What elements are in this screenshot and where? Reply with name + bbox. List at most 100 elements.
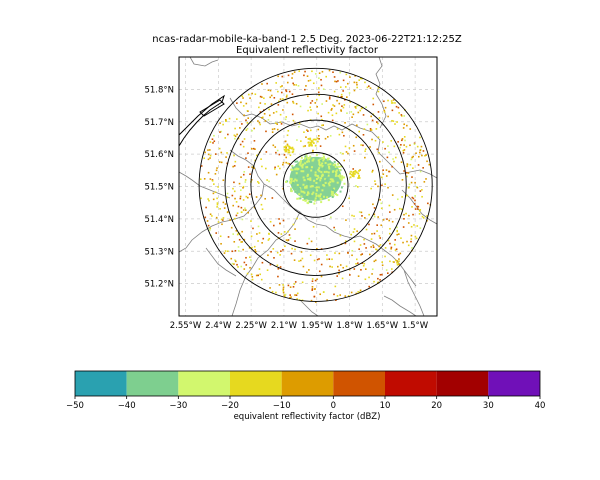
echo-pixel [215, 216, 218, 219]
echo-pixel [402, 241, 404, 244]
echo-pixel [321, 165, 324, 168]
echo-pixel [351, 249, 354, 252]
echo-pixel [354, 169, 357, 172]
echo-pixel [399, 146, 401, 149]
echo-pixel [411, 206, 413, 208]
echo-pixel [216, 202, 219, 204]
echo-pixel [335, 172, 338, 175]
echo-pixel [308, 144, 311, 147]
echo-pixel [341, 131, 344, 134]
echo-pixel [308, 165, 311, 168]
echo-pixel [348, 92, 351, 94]
echo-pixel [384, 247, 387, 249]
echo-pixel [314, 279, 317, 282]
echo-pixel [317, 176, 320, 179]
echo-pixel [249, 266, 251, 269]
echo-pixel [224, 137, 227, 139]
echo-pixel [312, 151, 314, 153]
echo-pixel [342, 106, 345, 109]
echo-pixel [245, 264, 248, 266]
echo-pixel [357, 275, 360, 277]
echo-pixel [394, 156, 397, 159]
echo-pixel [300, 251, 303, 253]
echo-pixel [230, 257, 233, 260]
echo-pixel [322, 155, 325, 158]
colorbar-bin [333, 371, 385, 396]
echo-pixel [390, 246, 393, 249]
colorbar-label: equivalent reflectivity factor (dBZ) [234, 412, 381, 422]
echo-pixel [267, 118, 270, 121]
echo-pixel [246, 196, 249, 199]
echo-pixel [333, 160, 336, 163]
echo-pixel [388, 232, 391, 235]
echo-pixel [248, 247, 251, 249]
echo-pixel [411, 156, 413, 159]
echo-pixel [217, 221, 220, 223]
echo-pixel [265, 167, 267, 170]
echo-pixel [358, 211, 361, 213]
echo-pixel [307, 202, 310, 205]
echo-pixel [342, 266, 345, 269]
echo-pixel [291, 73, 294, 75]
echo-pixel [312, 191, 315, 194]
echo-pixel [307, 141, 310, 144]
echo-pixel [311, 289, 314, 291]
echo-pixel [319, 197, 322, 200]
echo-pixel [355, 262, 357, 265]
echo-pixel [266, 82, 268, 85]
echo-pixel [319, 168, 322, 171]
echo-pixel [251, 278, 254, 281]
echo-pixel [384, 183, 386, 185]
echo-pixel [382, 219, 385, 221]
echo-pixel [318, 164, 321, 167]
echo-pixel [284, 150, 287, 153]
echo-pixel [224, 119, 227, 121]
echo-pixel [261, 208, 264, 211]
echo-pixel [399, 207, 401, 210]
echo-pixel [360, 253, 362, 256]
echo-pixel [242, 199, 245, 201]
echo-pixel [318, 195, 321, 198]
echo-pixel [327, 199, 330, 202]
echo-pixel [314, 144, 317, 147]
echo-pixel [291, 146, 294, 149]
echo-pixel [229, 219, 231, 221]
echo-pixel [381, 261, 384, 263]
echo-pixel [288, 146, 291, 148]
echo-pixel [286, 81, 289, 84]
echo-pixel [296, 183, 299, 186]
echo-pixel [259, 273, 261, 276]
echo-pixel [403, 123, 406, 126]
echo-pixel [372, 103, 375, 106]
echo-pixel [310, 166, 313, 169]
echo-pixel [346, 112, 348, 114]
echo-pixel [292, 82, 294, 85]
echo-pixel [282, 289, 285, 292]
echo-pixel [421, 189, 423, 191]
echo-pixel [314, 199, 317, 202]
echo-pixel [239, 143, 242, 146]
echo-pixel [259, 95, 262, 98]
y-tick-label: 51.4°N [144, 215, 174, 225]
echo-pixel [313, 187, 316, 190]
echo-pixel [324, 161, 327, 164]
echo-pixel [247, 152, 249, 154]
echo-pixel [326, 258, 328, 261]
echo-pixel [340, 93, 343, 96]
echo-pixel [331, 196, 334, 199]
echo-pixel [272, 248, 275, 250]
echo-pixel [355, 136, 358, 139]
echo-pixel [400, 161, 403, 163]
range-ring [282, 152, 349, 218]
echo-pixel [370, 246, 372, 248]
echo-pixel [373, 260, 376, 263]
echo-pixel [240, 241, 242, 243]
x-tick-label: 2.25°W [235, 321, 267, 331]
echo-pixel [403, 213, 405, 216]
y-tick-label: 51.3°N [144, 247, 174, 257]
echo-pixel [357, 291, 359, 293]
echo-pixel [363, 243, 366, 245]
echo-pixel [321, 124, 323, 127]
echo-pixel [319, 193, 322, 196]
echo-pixel [247, 117, 250, 119]
